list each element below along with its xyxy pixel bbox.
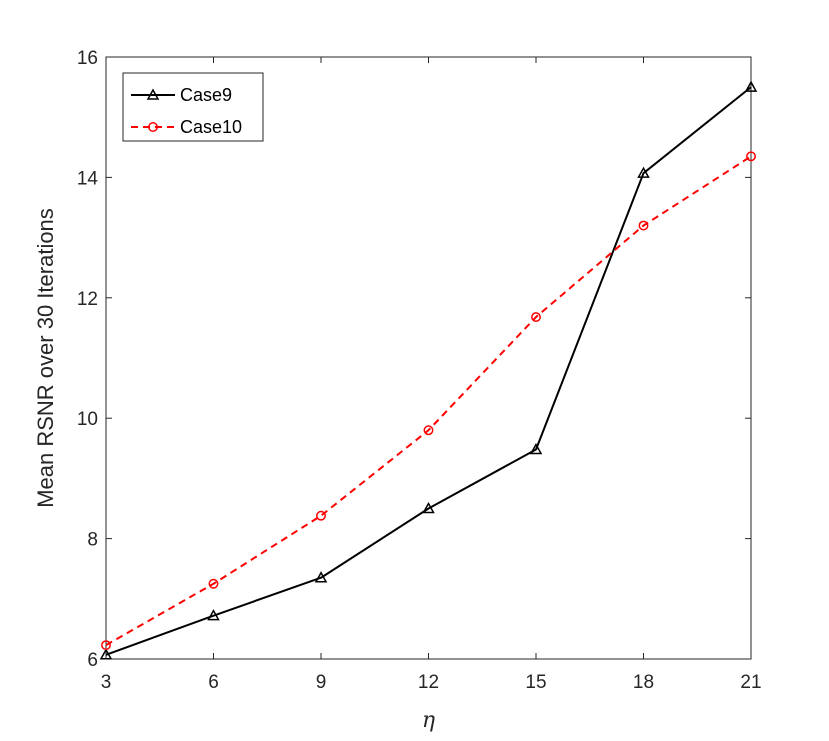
y-tick-label: 10	[77, 409, 98, 430]
x-tick-label: 9	[316, 672, 327, 693]
legend: Case9 Case10	[122, 72, 264, 142]
y-axis-label: Mean RSNR over 30 Iterations	[33, 208, 58, 508]
data-point-case9	[529, 442, 543, 455]
data-point-case10	[316, 510, 326, 521]
y-tick-label: 12	[77, 289, 98, 310]
data-point-case9	[99, 648, 113, 660]
y-tick-label: 8	[87, 530, 98, 551]
x-tick-label: 3	[101, 672, 112, 693]
y-tick-label: 14	[77, 168, 99, 189]
data-point-case9	[314, 571, 328, 583]
data-point-case9	[207, 609, 220, 621]
data-point-case10	[423, 425, 434, 436]
data-point-case9	[744, 80, 758, 92]
y-tick-label: 6	[87, 650, 98, 671]
x-tick-label: 18	[633, 672, 654, 693]
legend-box	[122, 72, 264, 142]
y-tick-label: 16	[77, 48, 98, 69]
legend-marker-case9	[146, 88, 160, 100]
series-line-case9	[105, 86, 752, 656]
legend-label-case9: Case9	[180, 85, 232, 105]
series-line-case10	[105, 155, 752, 647]
x-tick-label: 12	[418, 672, 439, 693]
legend-label-case10: Case10	[180, 117, 242, 137]
data-point-case9	[637, 166, 650, 178]
data-point-case10	[638, 220, 649, 231]
data-point-case10	[101, 640, 111, 651]
axes-box	[105, 56, 752, 660]
x-tick-label: 15	[525, 672, 546, 693]
series-layer	[99, 80, 758, 660]
data-point-case10	[208, 578, 219, 589]
data-point-case10	[531, 312, 541, 323]
data-point-case9	[422, 501, 435, 514]
x-tick-label: 21	[740, 672, 761, 693]
x-tick-label: 6	[208, 672, 219, 693]
legend-marker-case10	[148, 122, 158, 132]
data-point-case10	[746, 151, 756, 162]
x-axis-label: η	[422, 708, 435, 733]
